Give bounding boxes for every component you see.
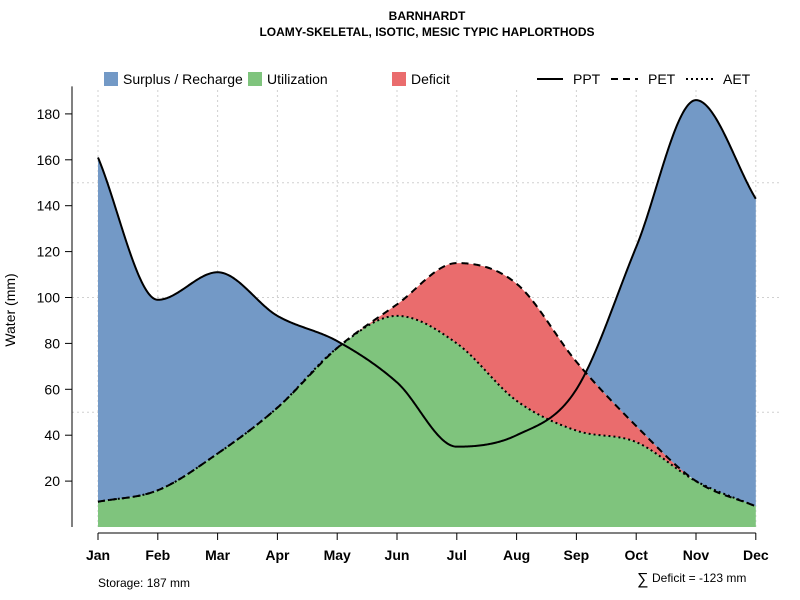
legend-label-surplus: Surplus / Recharge (123, 71, 243, 87)
x-tick-label-jun: Jun (385, 547, 410, 563)
storage-note: Storage: 187 mm (98, 576, 190, 590)
legend: Surplus / Recharge Utilization Deficit P… (104, 71, 751, 87)
legend-swatch-deficit (392, 72, 406, 86)
x-tick-label-jul: Jul (447, 547, 467, 563)
deficit-note: Deficit = -123 mm (652, 571, 746, 585)
x-tick-label-nov: Nov (683, 547, 710, 563)
y-tick-label-160: 160 (37, 152, 61, 168)
series-line-ppt (97, 99, 757, 448)
y-tick-label-180: 180 (37, 106, 61, 122)
x-tick-label-dec: Dec (743, 547, 769, 563)
y-axis-title: Water (mm) (2, 273, 18, 346)
legend-label-utilization: Utilization (267, 71, 328, 87)
y-tick-label-100: 100 (37, 290, 61, 306)
y-tick-label-60: 60 (44, 381, 60, 397)
x-tick-label-aug: Aug (503, 547, 530, 563)
x-tick-label-jan: Jan (86, 547, 110, 563)
x-tick-label-apr: Apr (265, 547, 290, 563)
series-lines (97, 99, 757, 508)
legend-label-pet: PET (648, 71, 676, 87)
y-tick-label-80: 80 (44, 335, 60, 351)
series-line-aet (97, 314, 757, 508)
legend-label-ppt: PPT (573, 71, 601, 87)
y-tick-label-40: 40 (44, 427, 60, 443)
y-tick-label-140: 140 (37, 198, 61, 214)
x-tick-label-mar: Mar (205, 547, 230, 563)
sum-symbol: ∑ (637, 571, 648, 588)
x-tick-label-feb: Feb (145, 547, 170, 563)
y-tick-label-120: 120 (37, 244, 61, 260)
surplus-area (98, 157, 342, 502)
y-tick-label-20: 20 (44, 473, 60, 489)
axes: 20 40 60 80 100 120 140 160 180 Jan Feb Mar Apr May Ju… (37, 86, 769, 563)
x-tick-label-sep: Sep (564, 547, 590, 563)
legend-label-aet: AET (723, 71, 751, 87)
x-tick-label-oct: Oct (625, 547, 649, 563)
x-tick-label-may: May (324, 547, 351, 563)
legend-swatch-surplus (104, 72, 118, 86)
surplus-area (585, 100, 756, 507)
chart-title: BARNHARDT (389, 9, 466, 23)
legend-label-deficit: Deficit (411, 71, 450, 87)
chart-subtitle: LOAMY-SKELETAL, ISOTIC, MESIC TYPIC HAPL… (259, 25, 594, 39)
legend-swatch-utilization (248, 72, 262, 86)
area-fills (98, 100, 756, 527)
deficit-area (357, 263, 691, 478)
